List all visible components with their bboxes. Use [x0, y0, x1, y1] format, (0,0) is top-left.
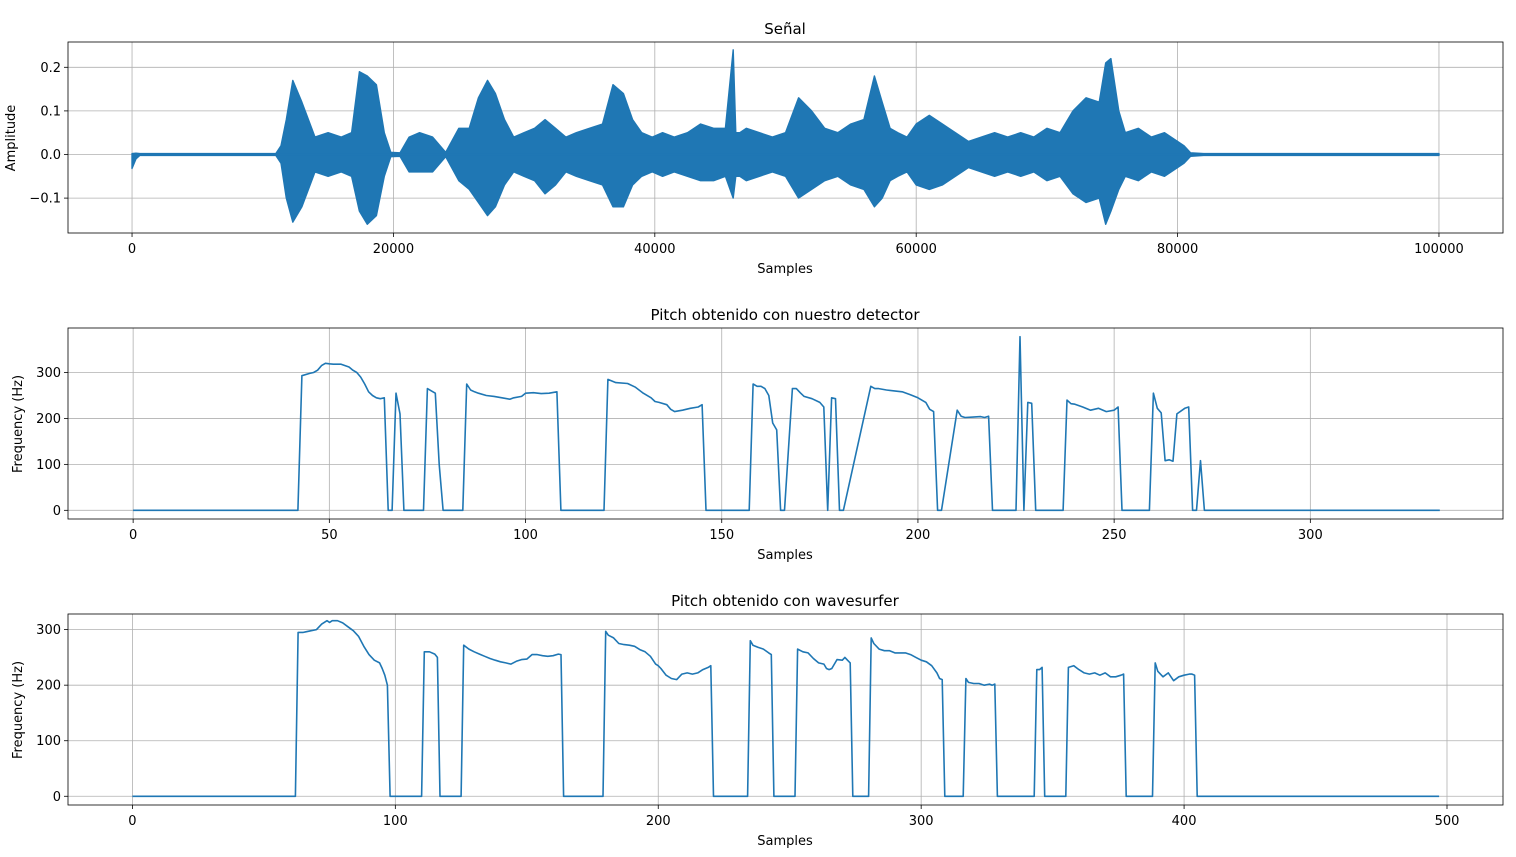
series-line-wavesurfer	[132, 619, 1440, 798]
x-tick-label: 300	[1298, 528, 1323, 543]
x-tick-label: 50	[321, 528, 338, 543]
x-tick-label: 20000	[373, 242, 414, 257]
x-tick-label: 0	[128, 242, 136, 257]
x-tick-label: 40000	[634, 242, 675, 257]
x-tick-label: 100	[513, 528, 538, 543]
plot-frame	[67, 41, 1504, 234]
panel-wavesurfer: Pitch obtenido con wavesurfer Samples Fr…	[11, 592, 1504, 849]
panel-title: Pitch obtenido con nuestro detector	[651, 306, 921, 324]
y-tick-label: 300	[36, 623, 61, 638]
y-tick-label: −0.1	[29, 192, 61, 207]
x-tick-label: 500	[1435, 814, 1460, 829]
y-tick-label: 200	[36, 679, 61, 694]
x-tick-label: 200	[646, 814, 671, 829]
x-tick-label: 250	[1102, 528, 1127, 543]
panel-our-detector: Pitch obtenido con nuestro detector Samp…	[11, 306, 1504, 563]
x-tick-label: 60000	[896, 242, 937, 257]
plot-frame	[67, 327, 1504, 520]
x-tick-label: 100	[383, 814, 408, 829]
y-tick-label: 100	[36, 458, 61, 473]
y-tick-label: 200	[36, 412, 61, 427]
panel-title: Señal	[764, 20, 806, 38]
y-tick-label: 0.0	[40, 148, 61, 163]
y-tick-label: 0	[53, 790, 61, 805]
series-line-pitch	[133, 335, 1440, 512]
y-tick-label: 100	[36, 734, 61, 749]
plot-frame	[67, 613, 1504, 806]
panel-signal: Señal Samples Amplitude 0 20000 40000 60000…	[4, 20, 1504, 277]
x-tick-label: 300	[909, 814, 934, 829]
x-tick-label: 0	[129, 528, 137, 543]
y-axis-label: Frequency (Hz)	[11, 661, 26, 759]
y-tick-label: 0.2	[40, 61, 61, 76]
y-tick-label: 0.1	[40, 104, 61, 119]
x-tick-label: 400	[1172, 814, 1197, 829]
signal-waveform	[131, 49, 1440, 225]
x-tick-label: 150	[709, 528, 734, 543]
y-tick-label: 300	[36, 366, 61, 381]
x-axis-label: Samples	[757, 262, 813, 277]
x-tick-label: 0	[128, 814, 136, 829]
x-axis-label: Samples	[757, 834, 813, 849]
y-tick-label: 0	[53, 504, 61, 519]
y-axis-label: Amplitude	[4, 105, 19, 172]
y-axis-label: Frequency (Hz)	[11, 375, 26, 473]
x-axis-label: Samples	[757, 548, 813, 563]
x-tick-label: 100000	[1414, 242, 1464, 257]
panel-title: Pitch obtenido con wavesurfer	[671, 592, 899, 610]
x-tick-label: 200	[906, 528, 931, 543]
x-tick-label: 80000	[1157, 242, 1198, 257]
